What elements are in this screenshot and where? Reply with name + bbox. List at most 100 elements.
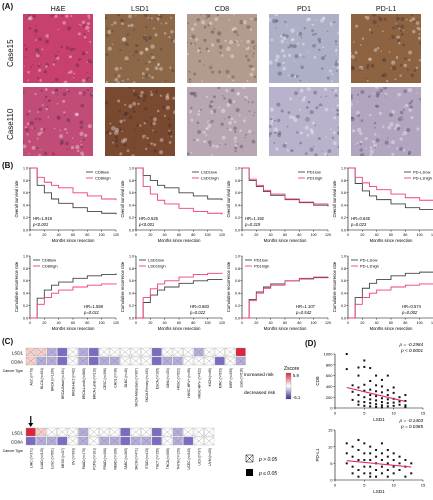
scatter-point — [398, 396, 401, 399]
tissue-texture-dot — [389, 122, 394, 127]
km-x-tick-label: 120 — [219, 321, 225, 325]
scatter-point — [351, 445, 354, 448]
tissue-texture-dot — [383, 87, 387, 90]
tissue-texture-dot — [209, 21, 213, 25]
tissue-texture-dot — [136, 95, 141, 100]
tissue-texture-dot — [296, 32, 300, 35]
tissue-texture-dot — [405, 18, 408, 21]
tissue-texture-dot — [132, 54, 135, 57]
tissue-texture-dot — [224, 143, 227, 146]
tissue-background — [23, 87, 93, 156]
tissue-texture-dot — [246, 39, 251, 44]
tissue-texture-dot — [158, 14, 163, 19]
tissue-texture-dot — [235, 108, 240, 113]
tissue-texture-dot — [38, 117, 42, 121]
scatter-point — [392, 472, 395, 475]
tissue-texture-dot — [236, 91, 241, 95]
tissue-texture-dot — [400, 17, 405, 22]
km-xlabel: Months since resection — [52, 238, 95, 243]
tissue-texture-dot — [122, 37, 127, 41]
tissue-texture-dot — [198, 51, 202, 54]
heatmap-cell — [151, 427, 162, 437]
tissue-texture-dot — [119, 152, 123, 156]
scatter-point — [357, 366, 360, 369]
tissue-texture-dot — [402, 148, 406, 152]
tissue-texture-dot — [39, 79, 42, 82]
tissue-texture-dot — [351, 116, 355, 122]
tissue-texture-dot — [369, 153, 373, 156]
km-x-tick-label: 120 — [219, 233, 225, 237]
heatmap-cell-cross — [193, 356, 204, 366]
km-y-tick-label: 0.0 — [23, 316, 28, 320]
tissue-texture-dot — [224, 39, 227, 42]
km-ylabel: Cumulative recurrence rate — [226, 261, 231, 312]
tissue-texture-dot — [157, 62, 161, 66]
heatmap-cell-cross — [78, 436, 89, 446]
km-legend-label: CD8high — [42, 264, 58, 269]
tissue-texture-dot — [253, 45, 257, 50]
tissue-texture-dot — [152, 121, 156, 126]
tissue-texture-dot — [296, 114, 300, 119]
tissue-texture-dot — [168, 36, 171, 39]
tissue-texture-dot — [105, 100, 109, 105]
tissue-texture-dot — [418, 28, 421, 31]
tissue-texture-dot — [77, 32, 81, 36]
heatmap-cell-cross — [78, 427, 89, 437]
tissue-texture-dot — [144, 62, 147, 65]
tissue-texture-dot — [131, 154, 135, 156]
km-x-tick-label: 40 — [269, 233, 273, 237]
heatmap-cell-cross — [109, 436, 120, 446]
tissue-texture-dot — [44, 95, 48, 99]
tissue-texture-dot — [269, 17, 272, 22]
km-x-tick-label: 20 — [254, 233, 258, 237]
tissue-texture-dot — [311, 29, 314, 33]
tissue-texture-dot — [190, 106, 193, 109]
heatmap-column-label: STAD (n=415) — [145, 448, 149, 469]
tissue-texture-dot — [318, 103, 323, 107]
tissue-texture-dot — [206, 121, 209, 123]
tissue-texture-dot — [378, 135, 380, 137]
tissue-texture-dot — [91, 92, 93, 95]
tissue-texture-dot — [368, 113, 371, 116]
tissue-texture-dot — [274, 58, 279, 62]
tissue-texture-dot — [408, 101, 412, 105]
heatmap-cell-cross — [88, 427, 99, 437]
tissue-texture-dot — [131, 107, 134, 109]
heatmap-column-label: ACC (n=79) — [29, 368, 33, 386]
histology-column-header: CD8 — [214, 4, 230, 13]
km-curve-high — [242, 276, 329, 319]
tissue-texture-dot — [404, 57, 407, 60]
tissue-texture-dot — [63, 80, 68, 83]
tissue-texture-dot — [136, 124, 139, 127]
tissue-texture-dot — [289, 44, 293, 48]
tissue-texture-dot — [358, 67, 362, 71]
tissue-texture-dot — [276, 102, 281, 107]
heatmap-cell — [57, 436, 68, 446]
tissue-texture-dot — [411, 99, 414, 103]
tissue-texture-dot — [388, 51, 391, 53]
tissue-texture-dot — [227, 115, 231, 119]
tissue-texture-dot — [368, 95, 371, 98]
heatmap-cell-cross — [88, 436, 99, 446]
tissue-texture-dot — [164, 141, 167, 143]
tissue-texture-dot — [59, 134, 64, 139]
tissue-texture-dot — [23, 91, 25, 94]
tissue-texture-dot — [337, 104, 339, 107]
tissue-texture-dot — [309, 128, 314, 132]
scatter-point — [386, 469, 389, 471]
tissue-texture-dot — [359, 131, 363, 136]
tissue-texture-dot — [318, 48, 321, 52]
tissue-background — [105, 87, 175, 156]
tissue-texture-dot — [234, 130, 237, 133]
tissue-texture-dot — [370, 114, 372, 116]
tissue-texture-dot — [297, 42, 300, 45]
tissue-texture-dot — [144, 147, 148, 151]
tissue-texture-dot — [276, 118, 281, 123]
tissue-texture-dot — [399, 137, 403, 141]
tissue-texture-dot — [376, 47, 380, 50]
tissue-texture-dot — [211, 43, 215, 47]
tissue-texture-dot — [225, 89, 229, 93]
tissue-texture-dot — [156, 14, 159, 17]
tissue-texture-dot — [150, 44, 155, 49]
tissue-texture-dot — [374, 105, 377, 108]
